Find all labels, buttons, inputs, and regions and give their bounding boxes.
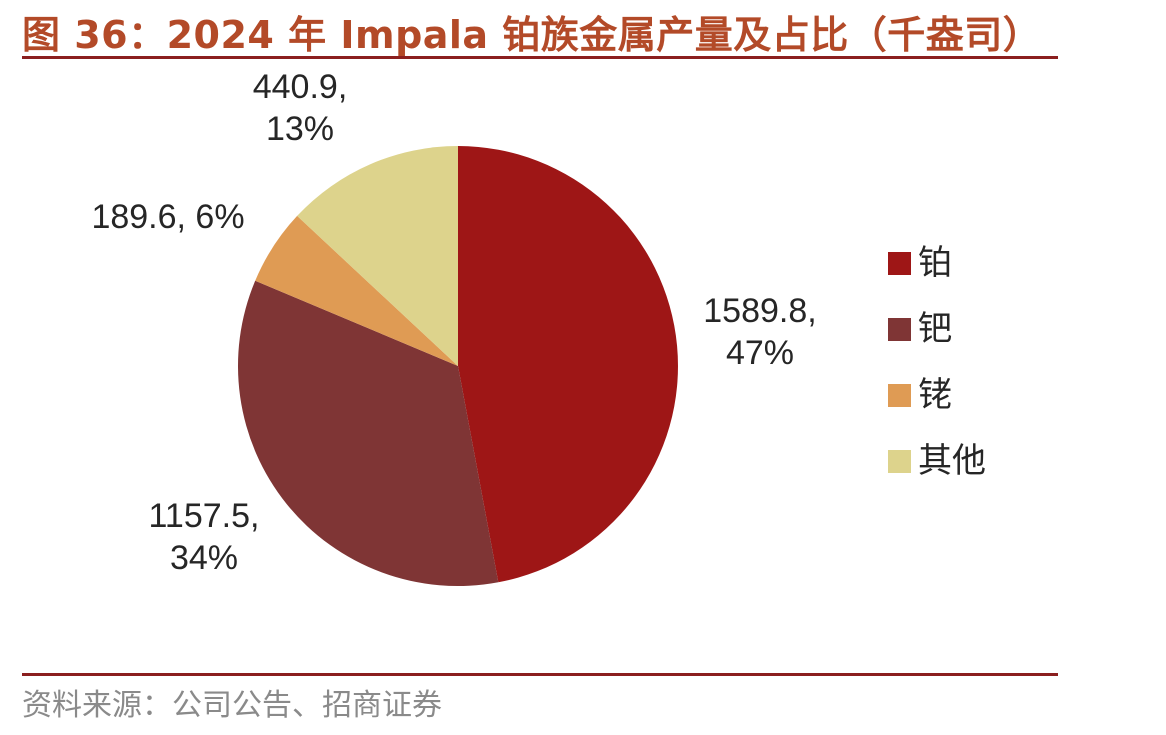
data-label-铂: 1589.8, xyxy=(703,292,816,330)
source-note: 资料来源：公司公告、招商证券 xyxy=(22,688,442,723)
pie-slice-其他 xyxy=(297,146,458,366)
legend-label-铑: 铑 xyxy=(918,375,952,415)
source-rule xyxy=(22,673,1058,676)
data-label-铂: 47% xyxy=(726,334,794,372)
pie-slice-铑 xyxy=(255,215,458,366)
legend-label-其他: 其他 xyxy=(918,441,986,481)
legend-swatch-铑 xyxy=(888,384,911,407)
data-label-其他: 13% xyxy=(266,110,334,148)
legend-label-钯: 钯 xyxy=(918,309,952,349)
legend-swatch-其他 xyxy=(888,450,911,473)
data-label-铑: 189.6, 6% xyxy=(91,198,244,236)
data-label-钯: 34% xyxy=(170,539,238,577)
legend-swatch-铂 xyxy=(888,252,911,275)
pie-slice-钯 xyxy=(237,280,499,586)
legend-label-铂: 铂 xyxy=(918,243,952,283)
data-label-钯: 1157.5, xyxy=(149,497,260,535)
figure-title: 图 36：2024 年 Impala 铂族金属产量及占比（千盎司） xyxy=(22,13,1042,57)
title-rule xyxy=(22,56,1058,59)
legend-swatch-钯 xyxy=(888,318,911,341)
pie-slice-铂 xyxy=(458,146,678,583)
data-label-其他: 440.9, xyxy=(253,68,348,106)
